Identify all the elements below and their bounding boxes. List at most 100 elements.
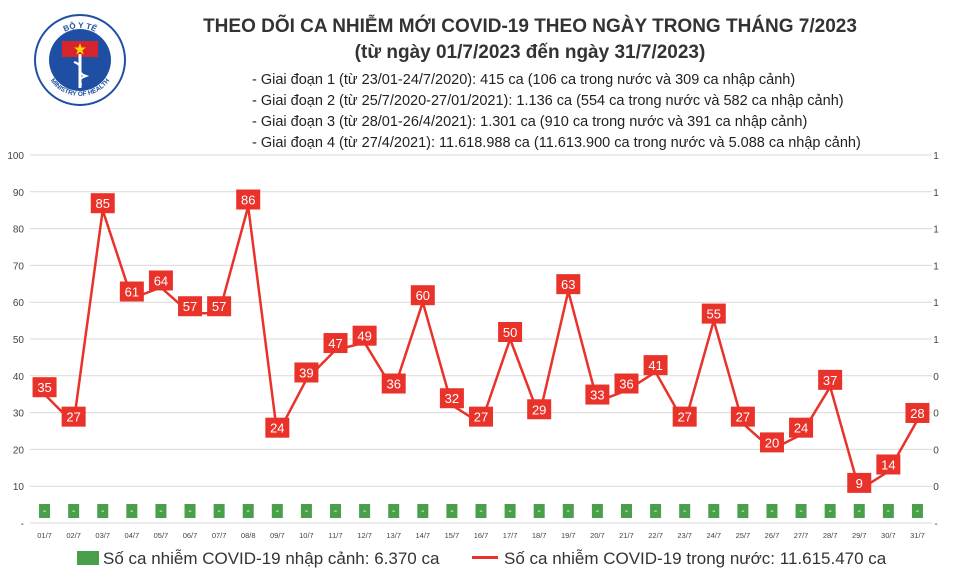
data-label: 14 — [881, 457, 895, 472]
x-tick-label: 24/7 — [706, 531, 721, 540]
data-label: 85 — [96, 196, 110, 211]
x-tick-label: 20/7 — [590, 531, 605, 540]
imported-bar-label: - — [421, 506, 424, 517]
ministry-of-health-logo: BỘ Y TẾ MINISTRY OF HEALTH — [34, 14, 126, 106]
data-label-box — [32, 377, 57, 398]
imported-bar — [708, 504, 720, 518]
data-label-box — [323, 333, 348, 354]
data-label: 64 — [154, 273, 168, 288]
imported-bar — [213, 504, 225, 518]
data-label-box — [818, 369, 843, 390]
x-tick-label: 19/7 — [561, 531, 576, 540]
data-label-box — [381, 373, 406, 394]
data-label-box — [585, 384, 610, 405]
data-label: 35 — [37, 380, 51, 395]
x-tick-label: 15/7 — [445, 531, 460, 540]
imported-bar-label: - — [887, 506, 890, 517]
data-label: 50 — [503, 325, 517, 340]
data-label-box — [643, 355, 668, 376]
data-label-box — [498, 322, 523, 342]
y-right-tick: - — [934, 519, 937, 530]
x-tick-label: 12/7 — [357, 531, 372, 540]
y-right-tick: 1 — [933, 188, 939, 199]
imported-bar — [242, 504, 254, 518]
y-left-tick: 60 — [13, 298, 25, 309]
x-tick-label: 08/8 — [241, 531, 256, 540]
x-tick-label: 25/7 — [736, 531, 751, 540]
x-tick-label: 01/7 — [37, 531, 52, 540]
imported-bar-label: - — [188, 506, 191, 517]
y-right-tick: 1 — [933, 151, 939, 162]
data-label: 32 — [445, 391, 459, 406]
x-tick-label: 02/7 — [66, 531, 81, 540]
imported-bar — [184, 504, 196, 518]
imported-bar — [126, 504, 138, 518]
imported-bar — [68, 504, 80, 518]
phase-1: - Giai đoạn 1 (từ 23/01-24/7/2020): 415 … — [252, 72, 796, 88]
imported-bar-label: - — [159, 506, 162, 517]
x-tick-label: 09/7 — [270, 531, 285, 540]
phase-3: - Giai đoạn 3 (từ 28/01-26/4/2021): 1.30… — [252, 114, 808, 130]
imported-bar-label: - — [363, 506, 366, 517]
data-label: 27 — [474, 410, 488, 425]
imported-bar-label: - — [654, 506, 657, 517]
x-tick-label: 26/7 — [765, 531, 780, 540]
imported-bar — [737, 504, 749, 518]
data-label: 86 — [241, 193, 255, 208]
data-label-box — [847, 472, 872, 493]
data-label: 36 — [386, 377, 400, 392]
imported-bar-label: - — [479, 506, 482, 517]
y-left-tick: 50 — [13, 335, 25, 346]
y-right-tick: 0 — [933, 372, 939, 383]
svg-text:BỘ Y TẾ: BỘ Y TẾ — [62, 21, 99, 34]
x-tick-label: 21/7 — [619, 531, 634, 540]
data-label: 36 — [619, 377, 633, 392]
imported-bar-label: - — [799, 506, 802, 517]
legend-imported-swatch — [77, 551, 99, 565]
imported-bar — [650, 504, 662, 518]
x-tick-label: 31/7 — [910, 531, 925, 540]
imported-bar-label: - — [72, 506, 75, 517]
data-label: 63 — [561, 277, 575, 292]
imported-bar — [504, 504, 516, 518]
x-tick-label: 16/7 — [474, 531, 489, 540]
data-label: 27 — [677, 410, 691, 425]
imported-bar — [853, 504, 865, 518]
x-tick-label: 04/7 — [125, 531, 140, 540]
title-line-2: (từ ngày 01/7/2023 đến ngày 31/7/2023) — [354, 42, 706, 63]
title-line-1: THEO DÕI CA NHIỄM MỚI COVID-19 THEO NGÀY… — [203, 16, 857, 37]
data-label-box — [178, 296, 203, 317]
data-label: 27 — [736, 410, 750, 425]
imported-bar-label: - — [683, 506, 686, 517]
data-label: 29 — [532, 402, 546, 417]
y-left-tick: 40 — [13, 372, 25, 383]
data-label-box — [469, 406, 493, 427]
x-tick-label: 03/7 — [95, 531, 110, 540]
y-right-tick: 0 — [933, 482, 939, 493]
imported-bar-label: - — [450, 506, 453, 517]
x-tick-label: 07/7 — [212, 531, 227, 540]
imported-bar — [359, 504, 371, 518]
imported-bar — [417, 504, 429, 518]
imported-bar-label: - — [334, 506, 337, 517]
data-label-box — [236, 189, 261, 210]
phase-summary: - Giai đoạn 1 (từ 23/01-24/7/2020): 415 … — [252, 70, 861, 154]
imported-bar — [882, 504, 894, 518]
data-label-box — [701, 303, 726, 324]
imported-bar-label: - — [596, 506, 599, 517]
imported-bar-label: - — [392, 506, 395, 517]
data-label: 60 — [416, 288, 430, 303]
data-label: 27 — [66, 410, 80, 425]
x-tick-label: 29/7 — [852, 531, 867, 540]
data-label-box — [119, 281, 144, 302]
imported-bar — [475, 504, 487, 518]
y-right-tick: 1 — [933, 298, 939, 309]
imported-bar — [155, 504, 167, 518]
x-tick-label: 17/7 — [503, 531, 518, 540]
data-label-box — [672, 406, 697, 427]
data-label: 41 — [648, 358, 662, 373]
imported-bar — [446, 504, 458, 518]
data-label-box — [527, 399, 552, 420]
data-label: 37 — [823, 373, 837, 388]
